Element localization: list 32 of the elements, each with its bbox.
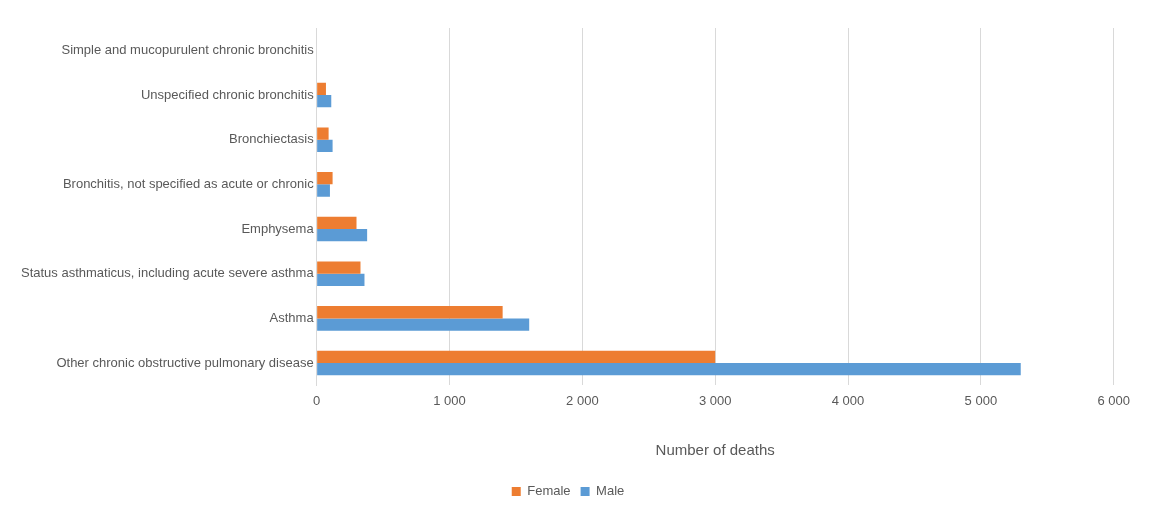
bar [317, 216, 357, 230]
y-tick-label: Simple and mucopurulent chronic bronchitis [61, 41, 315, 57]
x-tick-label: 4 000 [831, 392, 865, 408]
x-tick-label: 1 000 [433, 392, 466, 408]
bar [317, 139, 333, 152]
bar [317, 184, 330, 197]
y-tick-label: Unspecified chronic bronchitis [140, 86, 315, 102]
y-tick-label: Status asthmaticus, including acute severe asthma [21, 265, 315, 281]
y-tick-label: Bronchiectasis [229, 131, 315, 147]
x-tick-label: 0 [313, 392, 321, 408]
x-tick-label: 3 000 [698, 392, 732, 408]
bar [317, 229, 368, 242]
y-tick-label: Asthma [269, 309, 315, 325]
y-tick-label: Emphysema [241, 220, 315, 236]
bar [317, 172, 333, 185]
bar [317, 318, 530, 331]
bar [317, 363, 1021, 376]
x-tick-label: 2 000 [566, 392, 599, 408]
legend-label: Male [596, 483, 625, 499]
x-tick-label: 5 000 [964, 392, 998, 408]
legend-label: Female [527, 483, 571, 499]
bar [317, 261, 361, 274]
bar [317, 95, 332, 108]
y-tick-label: Bronchitis, not specified as acute or chronic [62, 175, 315, 191]
bar [317, 306, 503, 319]
bar [317, 273, 365, 286]
bar [317, 82, 326, 96]
bar [317, 350, 716, 364]
x-tick-label: 6 000 [1097, 392, 1131, 408]
x-axis-title: Number of deaths [655, 441, 775, 459]
y-tick-label: Other chronic obstructive pulmonary disease [56, 354, 314, 370]
bar [317, 127, 329, 140]
